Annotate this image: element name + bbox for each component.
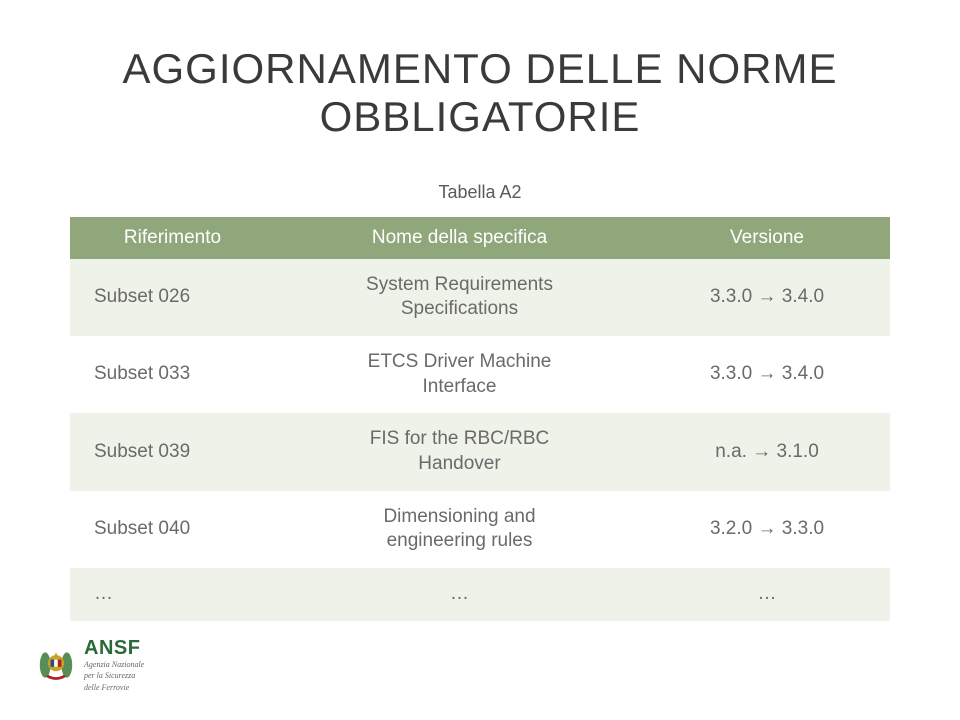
- cell-ref: Subset 026: [70, 259, 275, 336]
- cell-version: 3.3.0 → 3.4.0: [644, 259, 890, 336]
- page-title: AGGIORNAMENTO DELLE NORME OBBLIGATORIE: [70, 45, 890, 142]
- cell-name: Dimensioning andengineering rules: [275, 491, 644, 568]
- cell-version: …: [644, 568, 890, 621]
- footer-logo: ANSF Agenzia Nazionale per la Sicurezza …: [38, 638, 144, 692]
- arrow-icon: →: [758, 363, 777, 384]
- table-label: Tabella A2: [70, 182, 890, 203]
- emblem-icon: [38, 647, 74, 683]
- logo-sub-line2: per la Sicurezza: [84, 672, 144, 680]
- table-row: Subset 040Dimensioning andengineering ru…: [70, 491, 890, 568]
- arrow-icon: →: [752, 441, 771, 462]
- table-header-row: Riferimento Nome della specifica Version…: [70, 217, 890, 259]
- title-line2: OBBLIGATORIE: [320, 93, 641, 140]
- cell-ref: Subset 039: [70, 413, 275, 490]
- arrow-icon: →: [758, 286, 777, 307]
- cell-name: System RequirementsSpecifications: [275, 259, 644, 336]
- col-header-ver: Versione: [644, 217, 890, 259]
- cell-name: ETCS Driver MachineInterface: [275, 336, 644, 413]
- title-line1: AGGIORNAMENTO DELLE NORME: [122, 45, 837, 92]
- table-row: Subset 039FIS for the RBC/RBCHandovern.a…: [70, 413, 890, 490]
- table-row: Subset 026System RequirementsSpecificati…: [70, 259, 890, 336]
- logo-ansf-text: ANSF: [84, 638, 144, 658]
- col-header-name: Nome della specifica: [275, 217, 644, 259]
- cell-name: …: [275, 568, 644, 621]
- cell-version: 3.2.0 → 3.3.0: [644, 491, 890, 568]
- cell-ref: …: [70, 568, 275, 621]
- cell-version: n.a. → 3.1.0: [644, 413, 890, 490]
- logo-sub-line3: delle Ferrovie: [84, 684, 144, 692]
- specs-table: Riferimento Nome della specifica Version…: [70, 217, 890, 621]
- arrow-icon: →: [758, 518, 777, 539]
- cell-name: FIS for the RBC/RBCHandover: [275, 413, 644, 490]
- cell-ref: Subset 033: [70, 336, 275, 413]
- table-row: Subset 033ETCS Driver MachineInterface3.…: [70, 336, 890, 413]
- col-header-ref: Riferimento: [70, 217, 275, 259]
- cell-version: 3.3.0 → 3.4.0: [644, 336, 890, 413]
- table-row: ………: [70, 568, 890, 621]
- logo-sub-line1: Agenzia Nazionale: [84, 661, 144, 669]
- cell-ref: Subset 040: [70, 491, 275, 568]
